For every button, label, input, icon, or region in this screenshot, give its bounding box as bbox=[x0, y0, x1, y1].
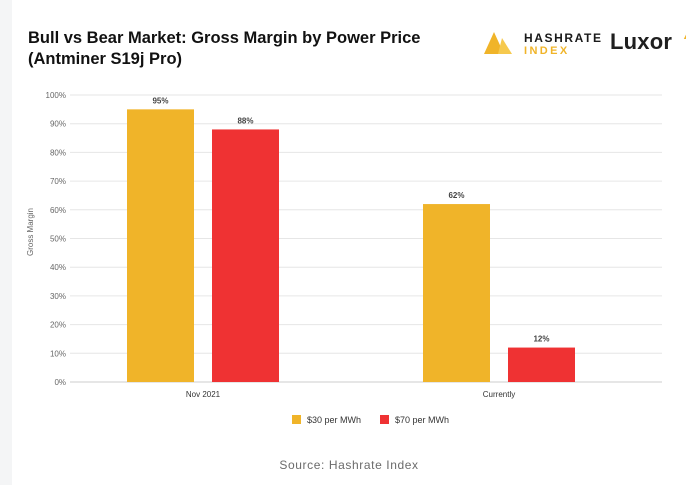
y-tick-label: 20% bbox=[50, 321, 66, 330]
bars bbox=[127, 109, 575, 382]
luxor-logo: Luxor ▲ bbox=[610, 29, 686, 55]
bar-chart: 0% 10% 20% 30% 40% 50% 60% 70% 80% 90% 100% Gross … bbox=[26, 91, 662, 425]
y-tick-label: 100% bbox=[46, 91, 66, 100]
chart-title-line2: (Antminer S19j Pro) bbox=[28, 50, 183, 68]
chart-title-line1: Bull vs Bear Market: Gross Margin by Pow… bbox=[28, 29, 421, 47]
hashrate-logo-word: HASHRATE bbox=[524, 31, 603, 45]
luxor-logo-word: Luxor bbox=[610, 29, 673, 54]
y-tick-label: 70% bbox=[50, 177, 66, 186]
legend: $30 per MWh $70 per MWh bbox=[292, 415, 449, 425]
y-tick-label: 50% bbox=[50, 235, 66, 244]
y-tick-label: 10% bbox=[50, 349, 66, 358]
y-tick-label: 0% bbox=[54, 378, 66, 387]
index-logo-word: INDEX bbox=[524, 45, 570, 57]
y-tick-label: 30% bbox=[50, 292, 66, 301]
bar bbox=[212, 129, 279, 382]
legend-label: $70 per MWh bbox=[395, 415, 449, 425]
bar-labels: 95% 88% 62% 12% bbox=[152, 96, 549, 343]
bar-data-label: 62% bbox=[448, 191, 464, 200]
bar bbox=[127, 109, 194, 382]
bar bbox=[508, 347, 575, 382]
x-tick-label: Nov 2021 bbox=[186, 390, 221, 399]
y-tick-label: 90% bbox=[50, 120, 66, 129]
luxor-caret-icon: ▲ bbox=[682, 31, 686, 41]
x-axis-ticks: Nov 2021 Currently bbox=[186, 390, 515, 399]
source-note: Source: Hashrate Index bbox=[279, 458, 419, 472]
bar-data-label: 12% bbox=[533, 335, 549, 344]
hashrate-triangle-icon bbox=[484, 32, 512, 54]
bar-data-label: 88% bbox=[237, 116, 253, 125]
x-tick-label: Currently bbox=[483, 390, 515, 399]
chart-title: Bull vs Bear Market: Gross Margin by Pow… bbox=[28, 28, 468, 70]
y-axis-label: Gross Margin bbox=[26, 208, 35, 256]
legend-swatch bbox=[292, 415, 301, 424]
y-tick-label: 60% bbox=[50, 206, 66, 215]
legend-swatch bbox=[380, 415, 389, 424]
y-tick-label: 80% bbox=[50, 148, 66, 157]
hashrate-index-logo: HASHRATE INDEX bbox=[484, 30, 604, 58]
y-axis-ticks: 0% 10% 20% 30% 40% 50% 60% 70% 80% 90% 100% bbox=[46, 91, 66, 387]
legend-label: $30 per MWh bbox=[307, 415, 361, 425]
bar-data-label: 95% bbox=[152, 96, 168, 105]
chart-card: Bull vs Bear Market: Gross Margin by Pow… bbox=[12, 0, 686, 485]
y-tick-label: 40% bbox=[50, 263, 66, 272]
bar bbox=[423, 204, 490, 382]
